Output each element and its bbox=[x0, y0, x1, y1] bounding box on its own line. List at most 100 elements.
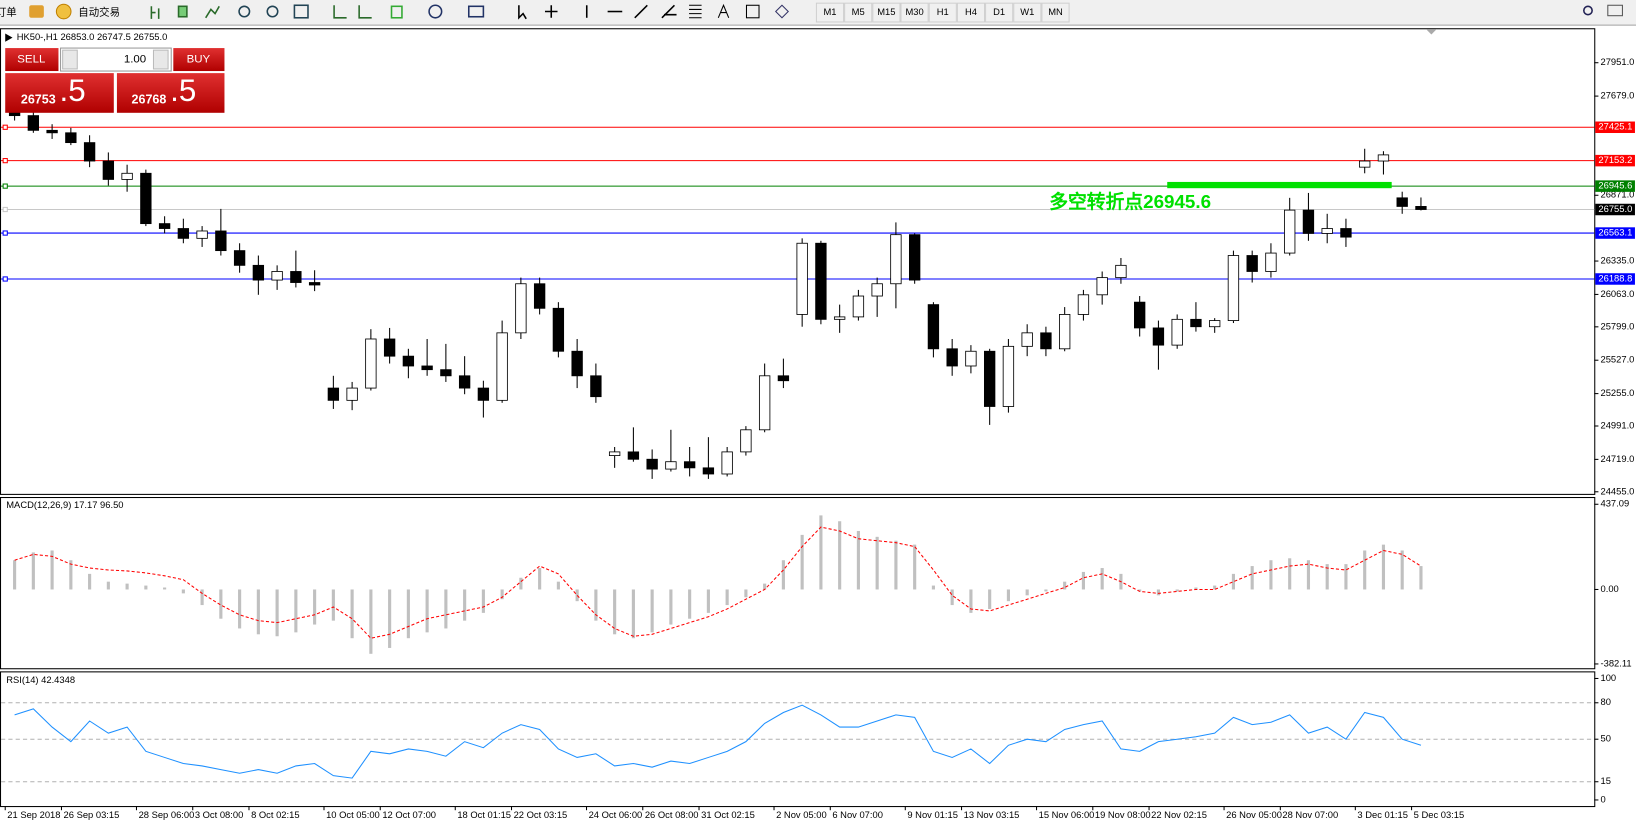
line-icon[interactable] bbox=[205, 5, 220, 19]
candle-body bbox=[515, 283, 527, 334]
buy-label[interactable]: BUY bbox=[187, 54, 211, 66]
macd-bar bbox=[575, 589, 579, 602]
autoscroll-icon[interactable] bbox=[333, 5, 347, 19]
timeframe-label[interactable]: H4 bbox=[965, 6, 977, 17]
tile-icon[interactable] bbox=[293, 4, 309, 19]
timeframe-label[interactable]: M15 bbox=[877, 6, 895, 17]
macd-bar bbox=[1156, 589, 1160, 596]
macd-bar bbox=[688, 589, 692, 619]
bar-chart-icon[interactable] bbox=[150, 6, 160, 19]
level-handle bbox=[2, 206, 8, 213]
arrows-icon[interactable] bbox=[774, 4, 789, 19]
fibo-icon[interactable] bbox=[689, 4, 702, 19]
icon[interactable] bbox=[29, 5, 44, 18]
level-label: 26563.1 bbox=[1598, 227, 1632, 238]
cursor-icon[interactable] bbox=[518, 5, 527, 20]
bid-pips[interactable]: .5 bbox=[60, 73, 86, 108]
timeframe-button[interactable] bbox=[844, 2, 873, 23]
timeframe-label[interactable]: M5 bbox=[852, 6, 865, 17]
macd-bar bbox=[519, 577, 523, 590]
candle-body bbox=[1077, 294, 1090, 315]
macd-bar bbox=[13, 560, 17, 590]
volume-input[interactable] bbox=[60, 47, 172, 72]
templates-icon[interactable] bbox=[467, 5, 485, 18]
sell-label[interactable]: SELL bbox=[17, 54, 45, 66]
timeframe-button[interactable] bbox=[1013, 2, 1042, 23]
candle-body bbox=[383, 338, 396, 357]
y-tick-label: 26063.0 bbox=[1601, 288, 1635, 299]
timeframe-label[interactable]: H1 bbox=[937, 6, 949, 17]
candle-body bbox=[271, 271, 283, 281]
x-tick-label: 10 Oct 05:00 bbox=[326, 809, 380, 820]
timeframe-label[interactable]: M1 bbox=[823, 6, 836, 17]
sell-button[interactable] bbox=[5, 48, 59, 72]
candle-body bbox=[1302, 209, 1315, 234]
ask-box[interactable] bbox=[116, 73, 225, 113]
zoom-in-icon[interactable] bbox=[238, 5, 251, 18]
macd-bar bbox=[463, 589, 467, 621]
level-handle bbox=[2, 158, 8, 164]
candle-body bbox=[871, 283, 883, 297]
timeframe-button[interactable] bbox=[985, 2, 1014, 23]
buy-button[interactable] bbox=[173, 48, 225, 72]
macd-bar bbox=[1194, 587, 1198, 590]
macd-bar bbox=[238, 589, 242, 629]
search-icon[interactable] bbox=[1583, 5, 1593, 16]
shift-icon[interactable] bbox=[358, 5, 372, 19]
timeframe-button[interactable] bbox=[815, 2, 845, 23]
periods-icon[interactable] bbox=[428, 4, 443, 19]
macd-bar bbox=[931, 585, 935, 590]
crosshair-icon[interactable] bbox=[544, 5, 558, 18]
macd-bar bbox=[1288, 558, 1292, 590]
candle-body bbox=[177, 228, 190, 239]
timeframe-label[interactable]: M30 bbox=[905, 6, 923, 17]
macd-bar bbox=[50, 550, 54, 590]
macd-bar bbox=[894, 540, 898, 590]
channel-icon[interactable] bbox=[661, 4, 677, 19]
timeframe-button[interactable] bbox=[872, 2, 901, 23]
volume-up[interactable] bbox=[152, 49, 169, 70]
trendline-icon[interactable] bbox=[634, 4, 648, 19]
candle-body bbox=[158, 223, 171, 229]
timeframe-button[interactable] bbox=[1041, 2, 1070, 23]
candle-body bbox=[740, 429, 752, 453]
indicators-icon[interactable] bbox=[390, 5, 403, 19]
volume-down[interactable] bbox=[62, 49, 78, 70]
indicator-title: RSI(14) 42.4348 bbox=[6, 674, 75, 685]
macd-bar bbox=[838, 521, 842, 590]
text-icon[interactable] bbox=[717, 3, 730, 18]
macd-bar bbox=[331, 589, 335, 621]
candle-body bbox=[1396, 197, 1408, 207]
bid-price[interactable]: 26753 bbox=[21, 93, 56, 107]
y-tick-label: 27679.0 bbox=[1601, 90, 1635, 101]
label-icon[interactable] bbox=[745, 4, 760, 19]
pivot-annotation: 多空转折点26945.6 bbox=[1049, 190, 1211, 212]
chat-icon[interactable] bbox=[1607, 4, 1623, 17]
macd-bar bbox=[1400, 550, 1404, 590]
ask-pips[interactable]: .5 bbox=[170, 73, 196, 108]
x-tick-label: 28 Nov 07:00 bbox=[1282, 809, 1338, 820]
auto-trading-icon[interactable] bbox=[55, 3, 72, 20]
candle-icon[interactable] bbox=[177, 5, 188, 18]
timeframe-label[interactable]: W1 bbox=[1020, 6, 1034, 17]
candle-body bbox=[1321, 228, 1333, 234]
order-button[interactable]: 订单 bbox=[0, 6, 17, 18]
candle-body bbox=[1190, 318, 1202, 328]
macd-bar bbox=[275, 589, 279, 637]
timeframe-button[interactable] bbox=[928, 2, 957, 23]
auto-trading-button[interactable]: 自动交易 bbox=[78, 5, 120, 18]
level-label: 26188.8 bbox=[1598, 272, 1632, 283]
timeframe-label[interactable]: MN bbox=[1048, 6, 1063, 17]
macd-bar bbox=[350, 589, 354, 639]
zoom-out-icon[interactable] bbox=[266, 5, 279, 18]
macd-bar bbox=[1363, 550, 1367, 590]
bid-box[interactable] bbox=[5, 73, 114, 113]
ask-price[interactable]: 26768 bbox=[132, 93, 167, 107]
timeframe-label[interactable]: D1 bbox=[993, 6, 1005, 17]
timeframe-button[interactable] bbox=[956, 2, 986, 23]
volume-value[interactable]: 1.00 bbox=[124, 54, 146, 66]
candle-body bbox=[758, 375, 771, 431]
timeframe-button[interactable] bbox=[900, 2, 929, 23]
